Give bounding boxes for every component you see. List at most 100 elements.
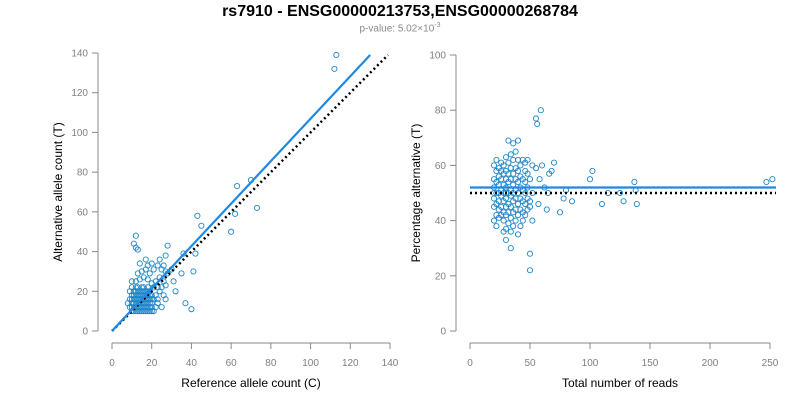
data-point bbox=[490, 217, 498, 224]
data-point bbox=[234, 182, 241, 190]
data-point bbox=[526, 250, 534, 257]
data-point bbox=[510, 140, 517, 147]
data-point bbox=[228, 228, 235, 235]
data-point bbox=[132, 284, 139, 291]
data-point bbox=[493, 223, 500, 230]
x-tick-label: 50 bbox=[524, 358, 536, 369]
data-point bbox=[536, 176, 543, 183]
data-point bbox=[146, 270, 153, 277]
data-point bbox=[538, 162, 546, 169]
data-point bbox=[144, 262, 151, 269]
data-point bbox=[560, 195, 567, 202]
data-point bbox=[505, 159, 512, 166]
data-point bbox=[182, 300, 189, 307]
y-tick-label: 20 bbox=[77, 287, 89, 298]
data-point bbox=[507, 245, 514, 252]
data-point bbox=[142, 256, 149, 263]
data-point bbox=[144, 284, 151, 291]
x-tick-label: 140 bbox=[382, 358, 399, 369]
data-point bbox=[505, 137, 512, 144]
reference-line bbox=[111, 54, 389, 332]
data-point bbox=[514, 178, 522, 186]
data-point bbox=[192, 250, 199, 257]
x-tick-label: 100 bbox=[302, 358, 319, 369]
data-point bbox=[138, 284, 145, 291]
data-point bbox=[529, 162, 536, 169]
x-tick-label: 60 bbox=[226, 358, 238, 369]
data-point bbox=[534, 120, 541, 128]
data-point bbox=[502, 195, 510, 202]
data-point bbox=[190, 268, 197, 275]
data-point bbox=[522, 212, 529, 219]
data-point bbox=[493, 156, 500, 163]
data-point bbox=[198, 222, 205, 229]
y-tick-label: 60 bbox=[77, 207, 89, 218]
y-tick-label: 40 bbox=[77, 247, 89, 258]
y-tick-label: 100 bbox=[71, 128, 88, 139]
data-point bbox=[514, 212, 522, 219]
regression-line bbox=[111, 54, 371, 332]
data-point bbox=[529, 217, 536, 224]
data-point bbox=[510, 170, 517, 177]
y-tick-label: 20 bbox=[435, 271, 447, 282]
y-tick-label: 0 bbox=[440, 327, 446, 338]
data-point bbox=[500, 217, 507, 224]
data-point bbox=[162, 296, 169, 303]
data-point bbox=[526, 198, 534, 205]
data-point bbox=[550, 159, 558, 166]
data-point bbox=[493, 189, 500, 197]
chart-title: rs7910 - ENSG00000213753,ENSG00000268784 bbox=[222, 3, 578, 20]
data-point bbox=[514, 137, 522, 144]
x-tick-label: 20 bbox=[146, 358, 158, 369]
x-tick-label: 40 bbox=[186, 358, 198, 369]
percentage-alternative-scatter-panel: 0 50 100 150 200 250 0 20 40 60 80 100 Total number … bbox=[409, 51, 779, 391]
data-point bbox=[144, 276, 151, 283]
data-point bbox=[172, 288, 179, 295]
data-point bbox=[128, 278, 135, 285]
data-point bbox=[130, 240, 137, 247]
data-point bbox=[568, 198, 576, 205]
x-tick-label: 0 bbox=[109, 358, 115, 369]
data-point bbox=[253, 204, 261, 211]
data-point bbox=[154, 262, 161, 269]
data-point bbox=[140, 284, 147, 291]
data-point bbox=[543, 206, 550, 213]
pvalue-text: p-value: 5.02×10 bbox=[359, 23, 435, 35]
data-point bbox=[160, 262, 167, 269]
data-point bbox=[633, 200, 640, 208]
data-point bbox=[162, 252, 169, 259]
data-point bbox=[150, 266, 157, 273]
data-point bbox=[535, 200, 542, 208]
pvalue-exponent: -3 bbox=[434, 22, 441, 29]
data-point bbox=[526, 267, 534, 274]
x-tick-label: 150 bbox=[642, 358, 659, 369]
data-point bbox=[134, 246, 141, 253]
data-point bbox=[532, 165, 540, 172]
data-point bbox=[631, 178, 638, 186]
x-axis-title: Reference allele count (C) bbox=[181, 376, 320, 390]
data-point bbox=[502, 225, 510, 232]
data-point bbox=[154, 300, 161, 307]
data-point bbox=[132, 232, 139, 239]
data-point bbox=[154, 296, 161, 303]
data-point bbox=[490, 162, 498, 169]
data-point bbox=[556, 209, 564, 216]
data-point bbox=[188, 306, 195, 313]
data-point bbox=[548, 167, 555, 174]
data-point bbox=[507, 151, 514, 158]
data-point bbox=[586, 176, 594, 183]
data-point bbox=[170, 278, 177, 285]
x-tick-label: 200 bbox=[702, 358, 719, 369]
data-point bbox=[598, 200, 606, 208]
y-tick-label: 120 bbox=[71, 88, 88, 99]
data-point bbox=[156, 256, 163, 263]
y-tick-label: 140 bbox=[71, 49, 88, 60]
data-point bbox=[524, 170, 531, 177]
data-point bbox=[232, 210, 239, 217]
data-point bbox=[178, 270, 185, 277]
chart-subtitle: p-value: 5.02×10-3 bbox=[0, 22, 800, 34]
y-tick-label: 40 bbox=[435, 216, 447, 227]
y-tick-label: 0 bbox=[82, 327, 88, 338]
data-point bbox=[502, 154, 510, 161]
y-tick-label: 80 bbox=[77, 168, 89, 179]
